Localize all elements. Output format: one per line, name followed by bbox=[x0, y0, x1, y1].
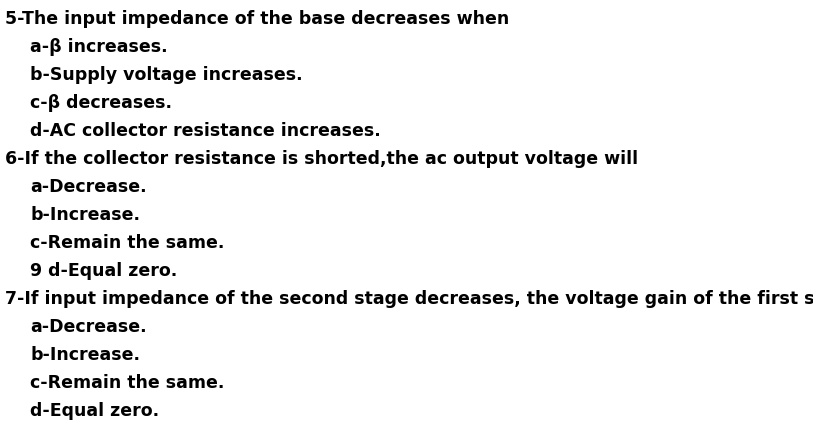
Text: 9 d-Equal zero.: 9 d-Equal zero. bbox=[30, 261, 177, 279]
Text: d-AC collector resistance increases.: d-AC collector resistance increases. bbox=[30, 122, 380, 140]
Text: a-Decrease.: a-Decrease. bbox=[30, 317, 146, 335]
Text: b-Increase.: b-Increase. bbox=[30, 345, 140, 363]
Text: 6-If the collector resistance is shorted,the ac output voltage will: 6-If the collector resistance is shorted… bbox=[5, 150, 638, 168]
Text: c-Remain the same.: c-Remain the same. bbox=[30, 233, 224, 251]
Text: c-Remain the same.: c-Remain the same. bbox=[30, 373, 224, 391]
Text: a-β increases.: a-β increases. bbox=[30, 38, 167, 56]
Text: c-β decreases.: c-β decreases. bbox=[30, 94, 172, 112]
Text: 5-The input impedance of the base decreases when: 5-The input impedance of the base decrea… bbox=[5, 10, 509, 28]
Text: 7-If input impedance of the second stage decreases, the voltage gain of the firs: 7-If input impedance of the second stage… bbox=[5, 290, 813, 307]
Text: a-Decrease.: a-Decrease. bbox=[30, 177, 146, 195]
Text: d-Equal zero.: d-Equal zero. bbox=[30, 401, 159, 419]
Text: b-Supply voltage increases.: b-Supply voltage increases. bbox=[30, 66, 302, 84]
Text: b-Increase.: b-Increase. bbox=[30, 205, 140, 223]
